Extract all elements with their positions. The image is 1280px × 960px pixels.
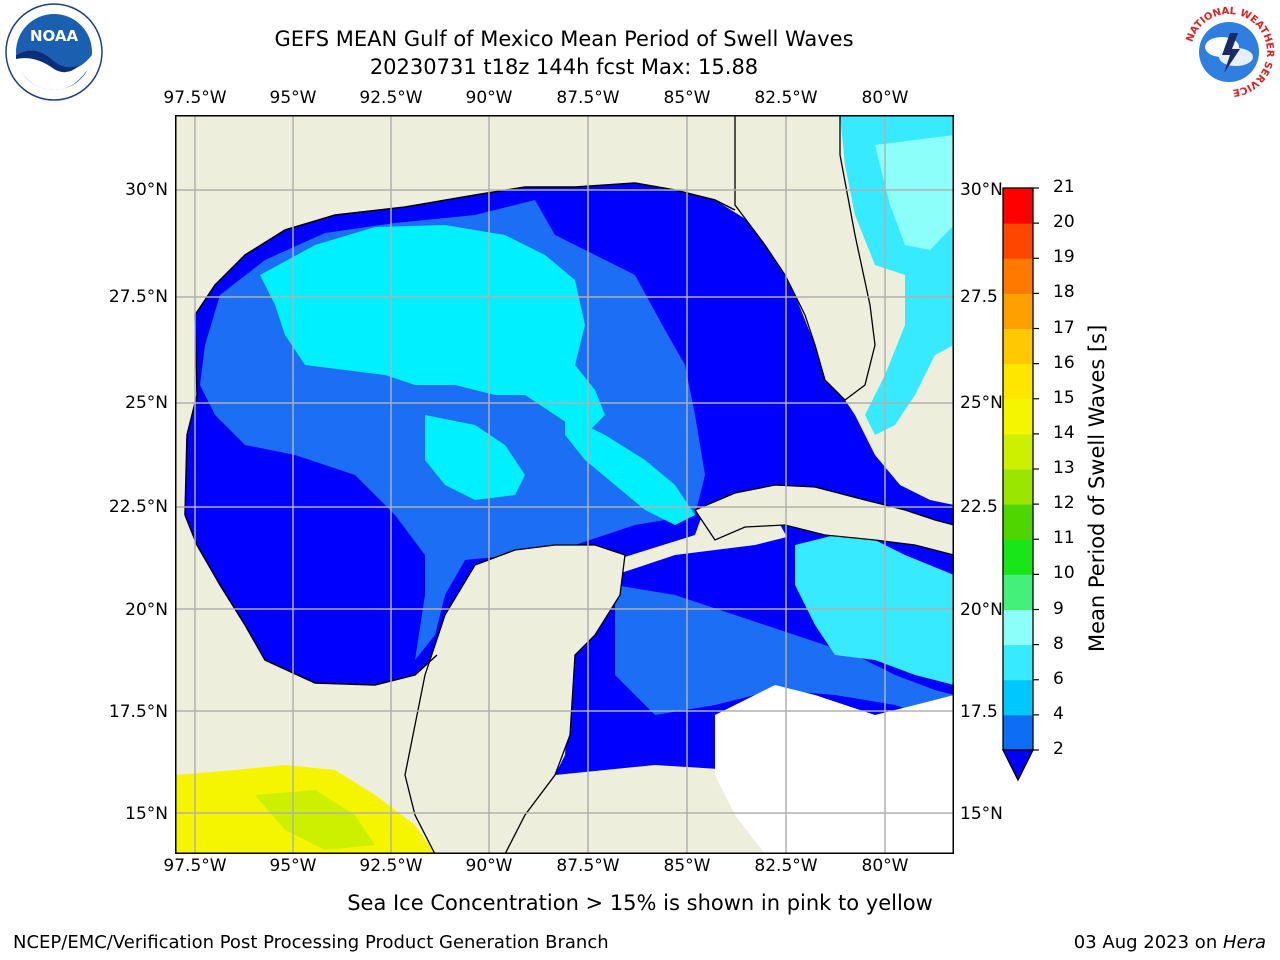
- colorbar-tick-label: 13: [1053, 458, 1075, 478]
- lon-label-bottom: 92.5°W: [359, 856, 423, 876]
- lat-label-right: 22.5: [960, 497, 998, 517]
- lon-label-bottom: 97.5°W: [163, 856, 227, 876]
- lon-label-top: 92.5°W: [359, 88, 423, 108]
- lon-label-bottom: 85°W: [663, 856, 711, 876]
- florida-peninsula: [734, 115, 876, 401]
- colorbar-tick-label: 9: [1053, 598, 1064, 619]
- colorbar-swatch: [1003, 293, 1033, 329]
- lon-label-top: 82.5°W: [754, 88, 818, 108]
- swell-region-6s-east: [565, 415, 695, 525]
- swell-region-atlantic-8s: [875, 135, 954, 250]
- lon-label-top: 95°W: [269, 88, 317, 108]
- lat-label-right: 30°N: [960, 180, 1003, 200]
- lat-label-left: 15°N: [125, 804, 168, 824]
- colorbar: [1001, 187, 1039, 782]
- colorbar-swatch: [1003, 363, 1033, 400]
- colorbar-tick-label: 15: [1053, 387, 1075, 408]
- colorbar-tick-label: 21: [1053, 177, 1075, 197]
- sea-ice-note: Sea Ice Concentration > 15% is shown in …: [347, 891, 933, 915]
- nws-logo: NATIONAL WEATHER SERVICE: [1180, 3, 1278, 101]
- colorbar-swatch: [1003, 258, 1033, 294]
- colorbar-tick-label: 2: [1053, 739, 1064, 759]
- title-line-2: 20230731 t18z 144h fcst Max: 15.88: [369, 55, 759, 79]
- lat-label-left: 30°N: [125, 180, 168, 200]
- lat-label-left: 17.5°N: [108, 702, 168, 722]
- colorbar-tick-label: 8: [1053, 633, 1064, 654]
- lon-label-bottom: 87.5°W: [556, 856, 620, 876]
- lat-label-left: 27.5°N: [108, 287, 168, 307]
- colorbar-tick-label: 16: [1053, 352, 1075, 373]
- footer-host: Hera: [1222, 932, 1266, 953]
- swell-region-caribbean-4s: [615, 585, 954, 725]
- lon-label-top: 85°W: [663, 88, 711, 108]
- colorbar-tick-label: 17: [1053, 317, 1075, 338]
- swell-region-6s: [260, 225, 605, 435]
- colorbar-tick-label: 6: [1053, 668, 1064, 689]
- lat-label-left: 22.5°N: [108, 497, 168, 517]
- lon-label-bottom: 90°W: [465, 856, 513, 876]
- lat-label-right: 25°N: [960, 393, 1003, 413]
- footer-credit: NCEP/EMC/Verification Post Processing Pr…: [13, 932, 609, 953]
- colorbar-swatch: [1003, 328, 1033, 365]
- missing-data-patch: [715, 685, 954, 854]
- colorbar-swatch: [1003, 433, 1033, 470]
- colorbar-swatch: [1003, 679, 1033, 716]
- lon-label-bottom: 82.5°W: [754, 856, 818, 876]
- colorbar-title: Mean Period of Swell Waves [s]: [1085, 324, 1109, 652]
- noaa-logo: NOAA: [5, 3, 103, 101]
- colorbar-tick-label: 10: [1053, 563, 1075, 584]
- lat-label-right: 17.5: [960, 702, 998, 722]
- lon-label-top: 97.5°W: [163, 88, 227, 108]
- lon-label-top: 87.5°W: [556, 88, 620, 108]
- colorbar-swatch: [1003, 469, 1033, 505]
- swell-region-caribbean-6s: [795, 530, 954, 685]
- lon-label-top: 80°W: [861, 88, 909, 108]
- colorbar-swatch: [1003, 188, 1033, 224]
- colorbar-swatch: [1003, 644, 1033, 681]
- footer-date-text: 03 Aug 2023 on: [1073, 932, 1223, 953]
- colorbar-tick-label: 20: [1053, 212, 1075, 233]
- map: [175, 115, 954, 854]
- colorbar-swatch: [1003, 398, 1033, 435]
- colorbar-extend-arrow: [1001, 749, 1035, 782]
- colorbar-swatch: [1003, 609, 1033, 646]
- colorbar-swatch: [1003, 574, 1033, 610]
- lat-label-left: 20°N: [125, 600, 168, 620]
- colorbar-tick-label: 14: [1053, 422, 1075, 443]
- cuba-island: [694, 484, 954, 556]
- title-line-1: GEFS MEAN Gulf of Mexico Mean Period of …: [274, 27, 854, 51]
- lon-label-top: 90°W: [465, 88, 513, 108]
- colorbar-tick-label: 4: [1053, 703, 1064, 724]
- lat-label-right: 15°N: [960, 804, 1003, 824]
- colorbar-swatch: [1003, 504, 1033, 540]
- lat-label-right: 27.5: [960, 287, 998, 307]
- lon-label-bottom: 95°W: [269, 856, 317, 876]
- colorbar-tick-label: 18: [1053, 282, 1075, 303]
- sea-ice-region-inner: [255, 790, 375, 850]
- map-frame: [175, 115, 954, 854]
- lon-label-bottom: 80°W: [861, 856, 909, 876]
- colorbar-tick-label: 12: [1053, 493, 1075, 514]
- colorbar-swatch: [1003, 539, 1033, 575]
- colorbar-tick-label: 19: [1053, 247, 1075, 268]
- graticule: [175, 115, 954, 854]
- footer-date: 03 Aug 2023 on Hera: [1074, 932, 1266, 953]
- lat-label-right: 20°N: [960, 600, 1003, 620]
- colorbar-swatch: [1003, 714, 1033, 751]
- svg-text:NOAA: NOAA: [30, 27, 79, 45]
- lat-label-left: 25°N: [125, 393, 168, 413]
- swell-region-6s-south: [425, 415, 525, 500]
- colorbar-tick-label: 11: [1053, 528, 1075, 549]
- colorbar-swatch: [1003, 223, 1033, 259]
